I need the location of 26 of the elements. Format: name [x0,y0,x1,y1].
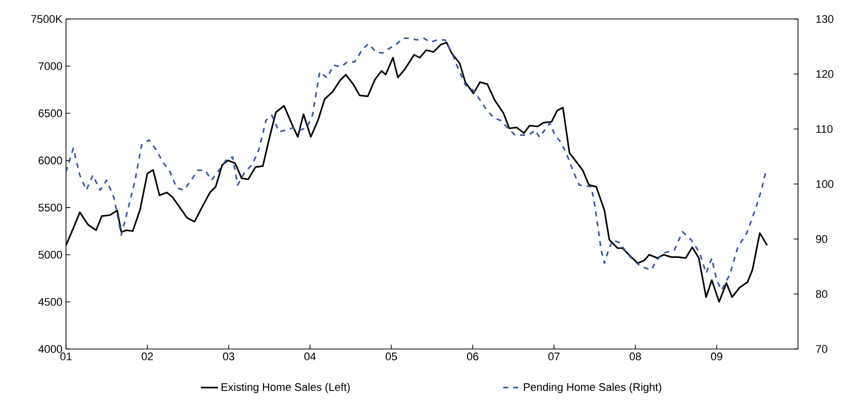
y-tick-label: 6000 [38,156,62,164]
x-tick-label: 01 [60,352,72,360]
x-tick-label: 02 [142,352,153,360]
y2-tick-label: 120 [816,70,834,78]
x-tick-label: 05 [386,352,397,360]
legend-label: Pending Home Sales (Right) [524,382,662,394]
y-tick-label: 5500 [38,204,62,212]
x-tick-label: 06 [466,352,478,360]
x-tick-label: 04 [304,352,316,360]
y2-tick-label: 80 [816,290,828,298]
y-tick-label: 7500K [31,15,62,23]
y2-tick-label: 100 [816,180,834,188]
y2-tick-label: 110 [816,125,833,133]
x-tick-label: 08 [630,352,641,360]
y-tick-label: 6500 [38,109,62,118]
y2-tick-label: 70 [816,345,828,353]
y-tick-label: 5000 [38,250,62,259]
legend-label: Existing Home Sales (Left) [222,382,350,394]
y-tick-label: 7000 [38,62,62,70]
x-tick-label: 07 [548,352,560,360]
y-tick-label: 4000 [38,345,62,353]
x-tick-label: 03 [222,352,234,360]
y2-tick-label: 130 [816,15,834,23]
x-tick-label: 09 [711,352,722,360]
y2-tick-label: 90 [816,235,828,243]
y-tick-label: 4500 [38,298,62,306]
